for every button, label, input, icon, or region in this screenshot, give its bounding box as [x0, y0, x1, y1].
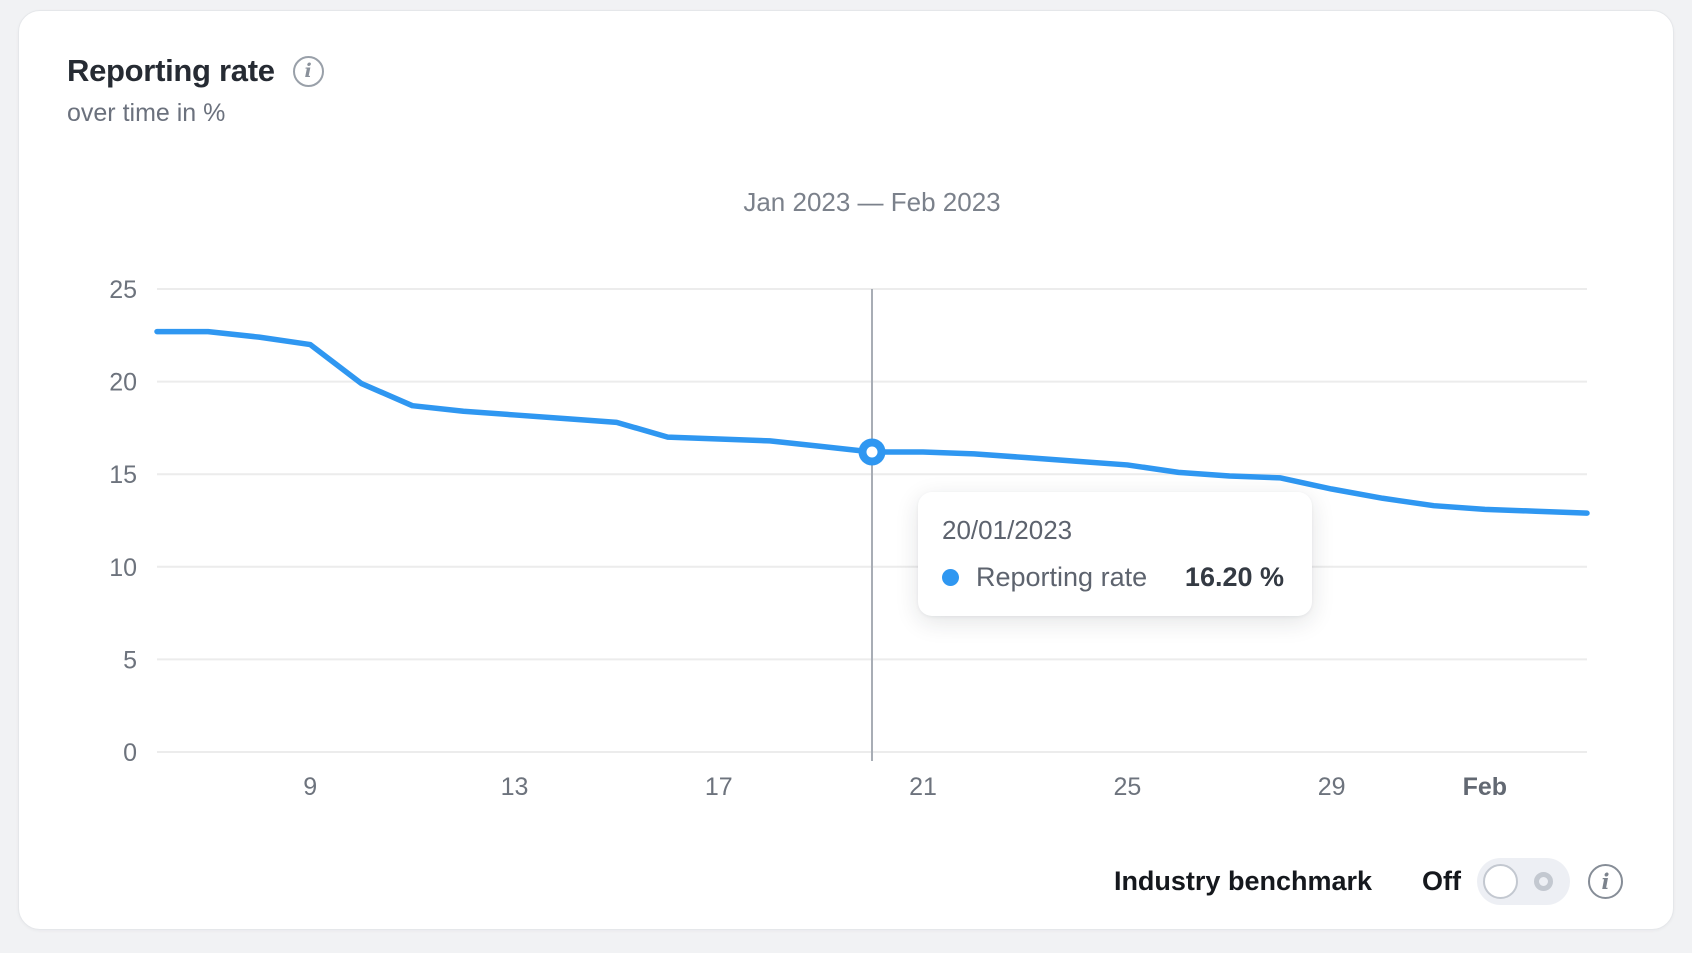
y-tick-label: 5	[123, 646, 137, 674]
industry-benchmark-label: Industry benchmark	[1113, 866, 1373, 896]
tooltip-series-label: Reporting rate	[976, 562, 1148, 592]
benchmark-controls: Industry benchmark Off i	[1114, 858, 1623, 905]
y-tick-label: 25	[109, 276, 137, 304]
title-info-icon[interactable]: i	[292, 55, 324, 87]
benchmark-info-icon[interactable]: i	[1588, 864, 1623, 899]
tooltip-series-value: 16.20 %	[1184, 562, 1284, 592]
tooltip-series-row: Reporting rate 16.20 %	[942, 562, 1284, 593]
y-tick-label: 10	[109, 554, 137, 582]
x-tick-label: 29	[1318, 773, 1346, 801]
x-tick-label: Feb	[1463, 773, 1507, 801]
x-tick-label: 9	[303, 773, 317, 801]
highlight-marker-center	[866, 446, 878, 458]
benchmark-toggle-state: Off	[1422, 866, 1461, 896]
toggle-on-ring-icon	[1534, 872, 1553, 891]
benchmark-toggle[interactable]	[1477, 858, 1570, 905]
card-header: Reporting rate i over time in %	[67, 53, 324, 128]
chart-date-range: Jan 2023 — Feb 2023	[743, 187, 1001, 217]
page-subtitle: over time in %	[67, 99, 226, 127]
y-tick-label: 15	[109, 461, 137, 489]
x-tick-label: 13	[501, 773, 529, 801]
x-tick-label: 21	[909, 773, 937, 801]
toggle-knob[interactable]	[1483, 864, 1518, 899]
x-tick-label: 25	[1113, 773, 1141, 801]
reporting-rate-card: Reporting rate i over time in % Jan 2023…	[18, 10, 1674, 930]
line-chart[interactable]: 0 5 10 15 20 25 9 13 17 21 25 29 Feb	[19, 11, 1692, 953]
chart-tooltip: 20/01/2023 Reporting rate 16.20 %	[918, 492, 1312, 616]
page-title: Reporting rate	[67, 53, 275, 88]
y-tick-label: 20	[109, 369, 137, 397]
series-dot-icon	[942, 569, 959, 586]
tooltip-date: 20/01/2023	[942, 515, 1073, 545]
x-tick-label: 17	[705, 773, 733, 801]
y-tick-label: 0	[123, 739, 137, 767]
